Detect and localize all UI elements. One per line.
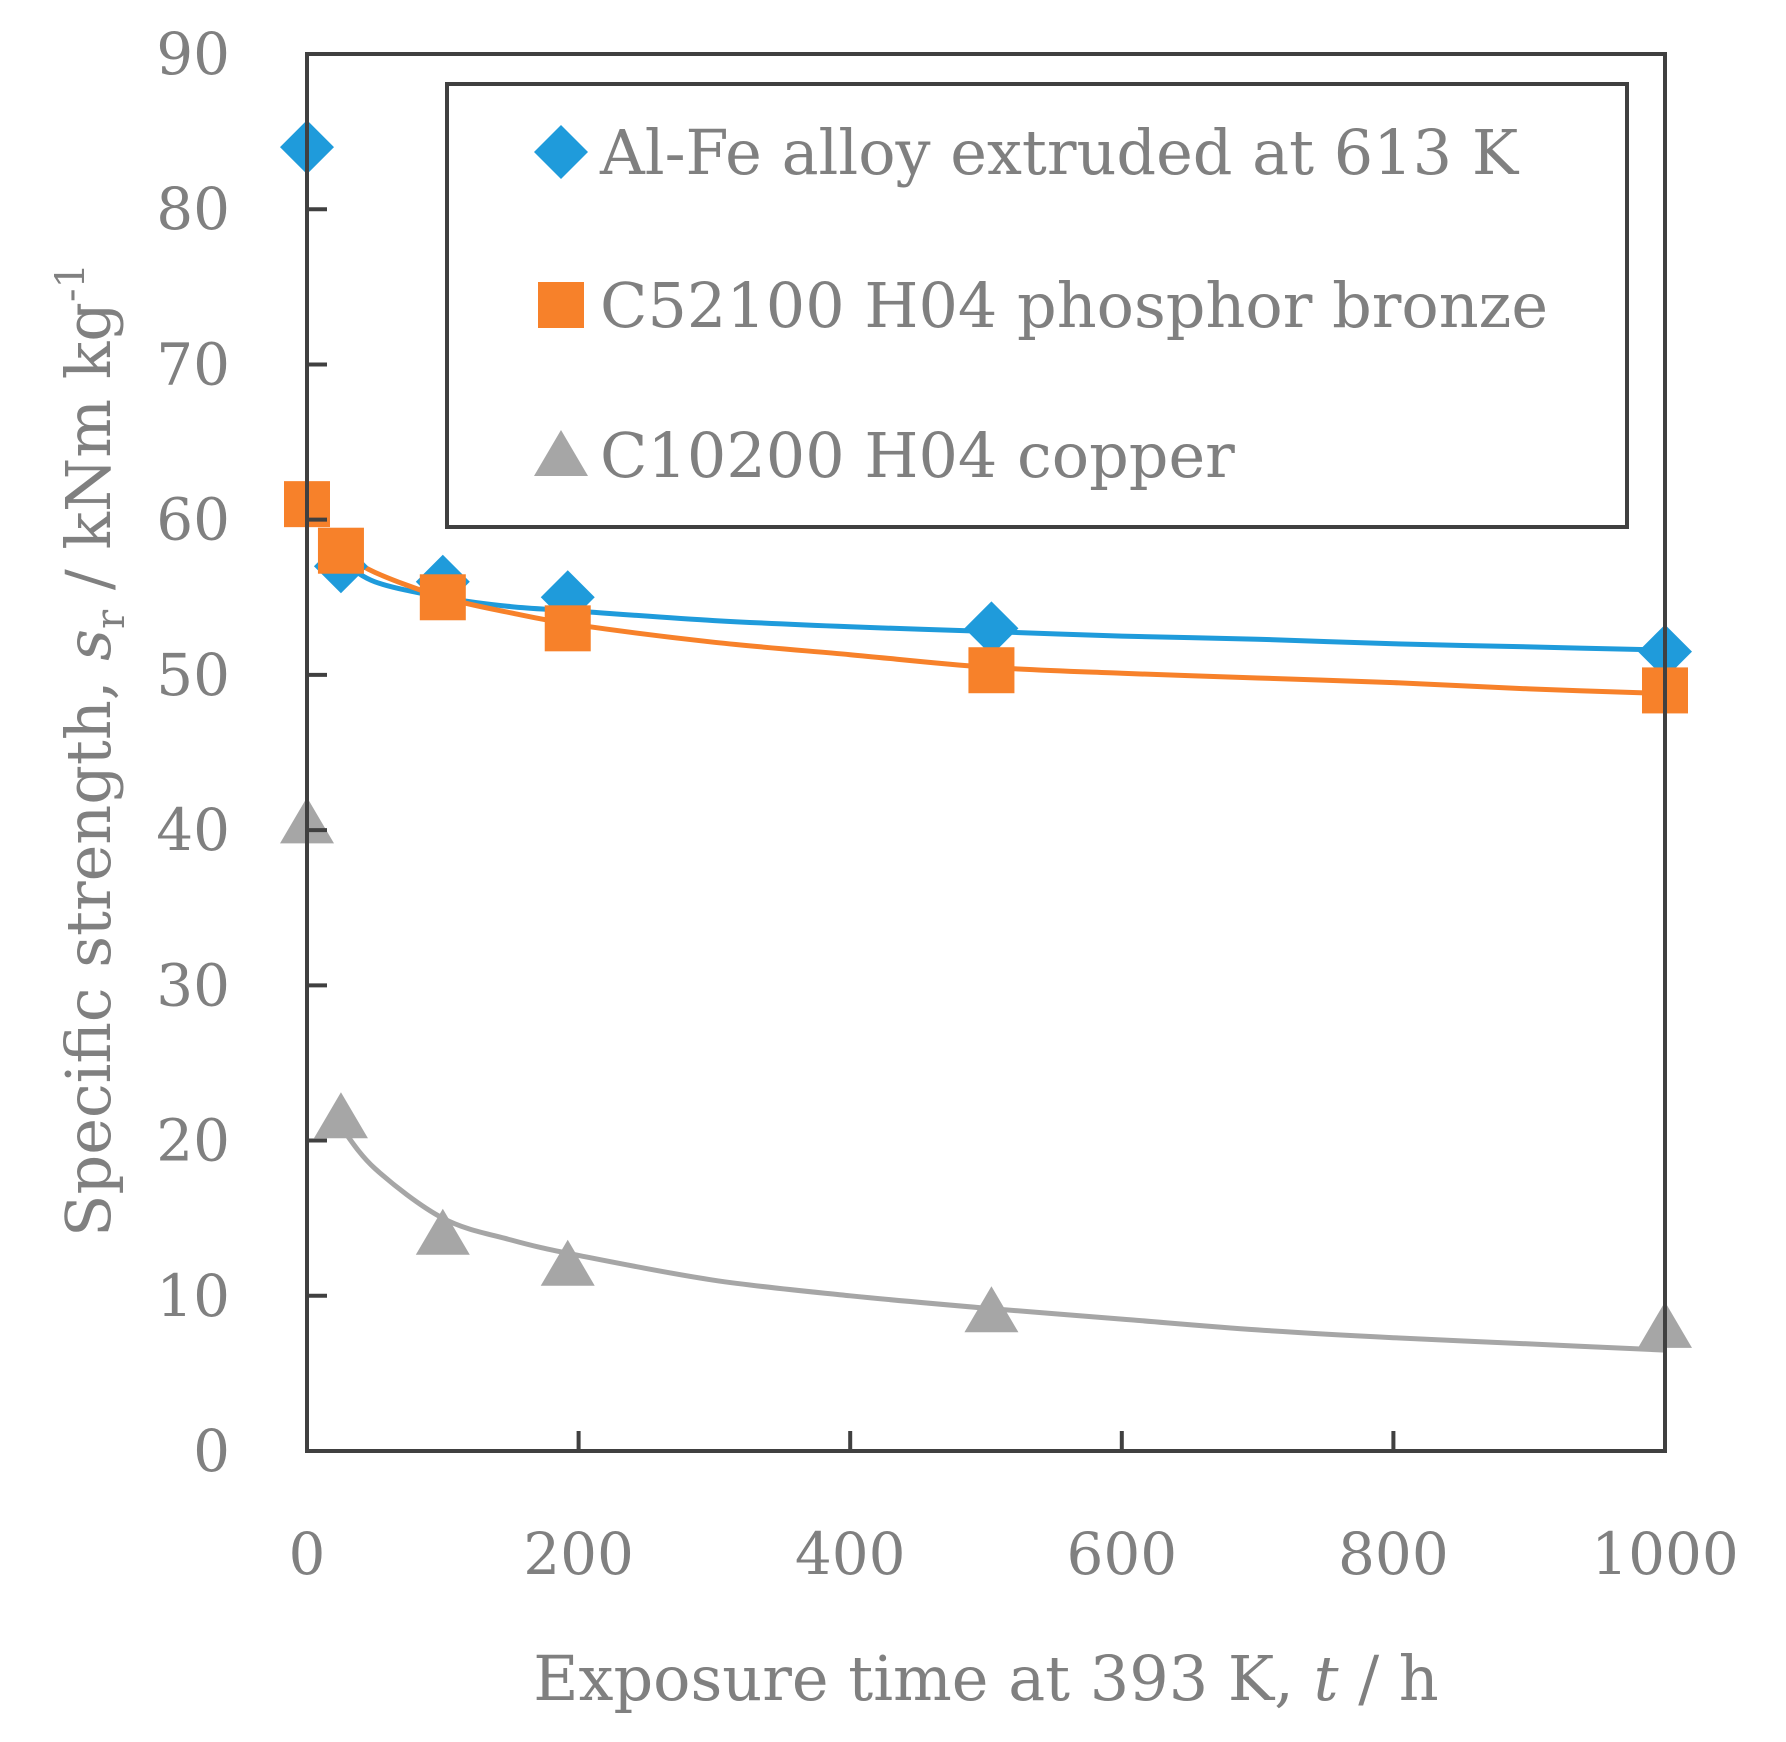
- data-point-bronze: [544, 605, 591, 652]
- data-point-copper: [540, 1239, 595, 1286]
- trendline-copper: [338, 1125, 1666, 1353]
- legend-marker-copper: [534, 430, 588, 476]
- legend-label-bronze: C52100 H04 phosphor bronze: [600, 269, 1548, 342]
- x-tick-label: 1000: [1591, 1520, 1739, 1588]
- x-tick-label: 200: [523, 1520, 634, 1588]
- data-point-bronze: [419, 574, 466, 621]
- x-axis-title: Exposure time at 393 K, t / h: [533, 1642, 1439, 1715]
- plot-area: [305, 52, 1667, 1453]
- y-tick-label: 80: [156, 175, 230, 243]
- x-tick-label: 0: [289, 1520, 326, 1588]
- x-tick-label: 800: [1338, 1520, 1449, 1588]
- y-tick-label: 10: [156, 1262, 230, 1330]
- y-tick-label: 30: [156, 951, 230, 1019]
- y-tick-label: 20: [156, 1107, 230, 1175]
- y-tick-label: 40: [156, 796, 230, 864]
- trendline-alfe: [339, 557, 1666, 653]
- data-point-bronze: [317, 527, 364, 574]
- legend-items: Al-Fe alloy extruded at 613 K C52100 H04 …: [534, 116, 1548, 492]
- x-tick-label: 600: [1066, 1520, 1177, 1588]
- y-tick-label: 60: [156, 486, 230, 554]
- legend-box: [445, 82, 1629, 529]
- data-points: [280, 120, 1692, 1348]
- axis-ticks: [305, 52, 1667, 1453]
- y-axis-title: Specific strength, sr / kNm kg-1: [48, 263, 134, 1237]
- y-tick-label: 0: [193, 1417, 230, 1485]
- y-tick-label: 90: [156, 20, 230, 88]
- y-tick-label: 70: [156, 330, 230, 398]
- trendlines: [338, 550, 1666, 1353]
- x-tick-label: 400: [795, 1520, 906, 1588]
- data-point-bronze: [968, 647, 1015, 694]
- axis-tick-labels: 0 200 400 600 800 1000 0 10 20 30 40 50 60 70 80 90: [156, 20, 1739, 1588]
- legend: Al-Fe alloy extruded at 613 K C52100 H04 …: [445, 82, 1629, 529]
- legend-label-copper: C10200 H04 copper: [600, 419, 1235, 492]
- y-tick-label: 50: [156, 641, 230, 709]
- data-point-copper: [964, 1286, 1019, 1333]
- legend-marker-bronze: [538, 282, 584, 328]
- legend-label-alfe: Al-Fe alloy extruded at 613 K: [599, 116, 1520, 189]
- data-point-copper: [313, 1092, 368, 1139]
- data-point-copper: [415, 1208, 470, 1255]
- legend-marker-alfe: [534, 125, 588, 179]
- data-point-alfe: [964, 601, 1019, 656]
- trendline-bronze: [339, 550, 1666, 696]
